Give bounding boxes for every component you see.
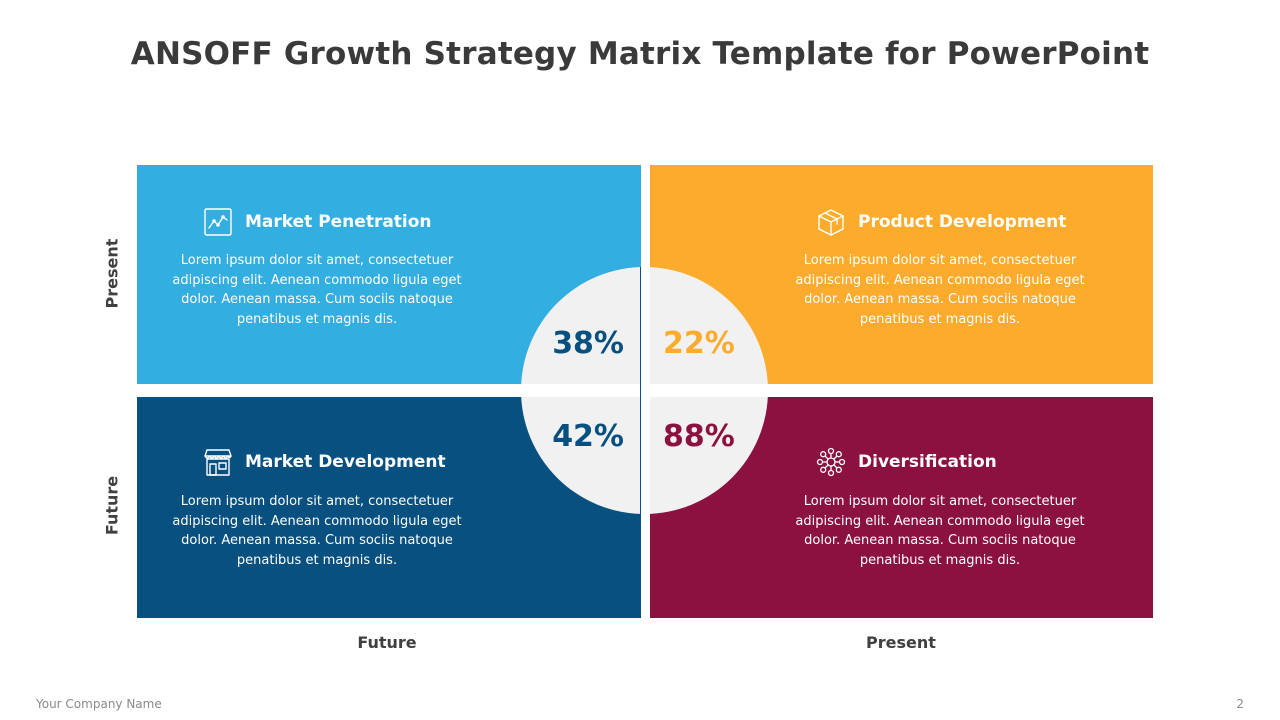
footer-page-number: 2 xyxy=(1236,697,1244,711)
quadrant-title: Market Development xyxy=(245,452,446,472)
y-axis-label-top: Present xyxy=(102,238,122,309)
quadrant-header: Market Development xyxy=(203,447,446,477)
quadrant-title: Diversification xyxy=(858,452,997,472)
percent-market-penetration: 38% xyxy=(552,326,624,361)
line-chart-icon xyxy=(203,207,233,237)
quadrant-description: Lorem ipsum dolor sit amet, consectetuer… xyxy=(795,253,1085,327)
quadrant-description: Lorem ipsum dolor sit amet, consectetuer… xyxy=(795,494,1085,568)
quadrant-market-development: Market Development Lorem ipsum dolor sit… xyxy=(137,397,641,618)
network-icon xyxy=(816,447,846,477)
storefront-icon xyxy=(203,447,233,477)
quadrant-header: Diversification xyxy=(816,447,997,477)
center-divider-line xyxy=(640,267,641,514)
x-axis-label-left: Future xyxy=(357,633,417,652)
footer-company-name: Your Company Name xyxy=(36,697,162,711)
y-axis-label-bottom: Future xyxy=(102,475,122,536)
percent-market-development: 42% xyxy=(552,419,624,454)
box-icon xyxy=(816,207,846,237)
quadrant-description: Lorem ipsum dolor sit amet, consectetuer… xyxy=(172,494,462,568)
quadrant-header: Product Development xyxy=(816,207,1066,237)
percent-product-development: 22% xyxy=(663,326,735,361)
quadrant-header: Market Penetration xyxy=(203,207,432,237)
quadrant-market-penetration: Market Penetration Lorem ipsum dolor sit… xyxy=(137,165,641,384)
percent-diversification: 88% xyxy=(663,419,735,454)
quadrant-title: Market Penetration xyxy=(245,212,432,232)
horizontal-gap xyxy=(130,384,1160,397)
slide-title: ANSOFF Growth Strategy Matrix Template f… xyxy=(130,36,1150,72)
quadrant-product-development: Product Development Lorem ipsum dolor si… xyxy=(650,165,1153,384)
x-axis-label-right: Present xyxy=(866,633,936,652)
quadrant-description: Lorem ipsum dolor sit amet, consectetuer… xyxy=(172,253,462,327)
quadrant-title: Product Development xyxy=(858,212,1067,232)
